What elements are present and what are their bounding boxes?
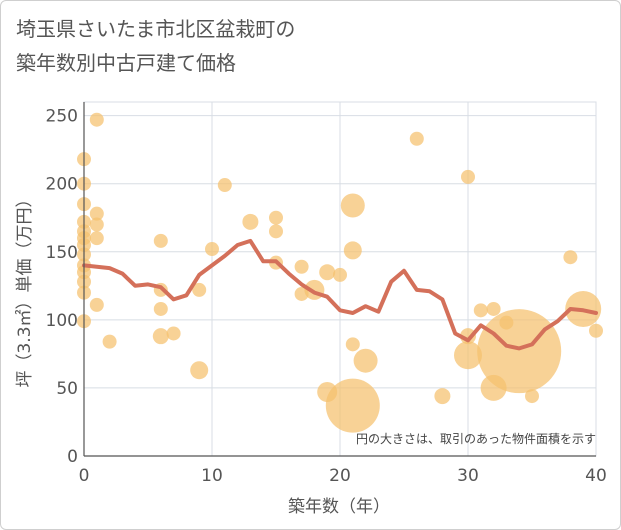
y-tick-label: 200 <box>46 175 78 195</box>
data-bubble <box>89 297 104 312</box>
data-bubble <box>434 388 451 405</box>
chart-title-line2: 築年数別中古戸建て価格 <box>16 51 236 75</box>
y-tick-label: 250 <box>46 107 78 127</box>
trend-line-group <box>82 238 598 351</box>
data-bubble <box>166 326 181 341</box>
chart-title: 埼玉県さいたま市北区盆栽町の 築年数別中古戸建て価格 <box>16 12 576 80</box>
data-bubble <box>89 112 104 127</box>
data-bubble <box>325 378 380 433</box>
y-tick-label: 150 <box>46 243 78 263</box>
data-bubble <box>319 264 336 281</box>
trend-line <box>82 238 598 351</box>
x-tick-label: 10 <box>201 466 223 486</box>
x-tick-label: 20 <box>329 466 351 486</box>
x-tick-label: 0 <box>79 466 90 486</box>
data-bubble <box>153 233 168 248</box>
chart-title-line1: 埼玉県さいたま市北区盆栽町の <box>16 17 296 41</box>
data-bubble <box>343 241 362 260</box>
data-bubble <box>153 301 168 316</box>
x-tick-label: 40 <box>585 466 607 486</box>
data-bubble <box>454 341 482 370</box>
data-bubble <box>89 217 104 232</box>
data-bubble <box>269 210 283 225</box>
bubble-size-note: 円の大きさは、取引のあった物件面積を示す <box>356 431 596 446</box>
data-bubble <box>152 328 169 345</box>
axes: 0 50 100 150 200 250 0 10 20 30 40 <box>46 102 607 486</box>
y-tick-label: 100 <box>46 311 78 331</box>
data-bubble <box>294 259 309 274</box>
data-bubble <box>473 303 488 318</box>
data-bubble <box>345 337 360 352</box>
y-axis-title: 坪（3.3㎡）単価（万円） <box>15 190 35 387</box>
data-bubble <box>333 267 347 282</box>
data-bubble <box>190 361 209 380</box>
data-bubble <box>340 193 365 218</box>
data-bubble <box>242 213 259 230</box>
data-bubble <box>563 250 578 265</box>
data-bubble <box>89 206 104 221</box>
data-bubble <box>525 389 539 404</box>
data-bubble <box>269 224 283 239</box>
data-bubble <box>477 309 562 394</box>
data-bubble <box>102 334 117 349</box>
data-bubble <box>589 323 603 338</box>
data-bubble <box>192 282 207 297</box>
data-bubble <box>461 169 475 184</box>
x-tick-label: 30 <box>457 466 479 486</box>
y-tick-label: 50 <box>56 379 78 399</box>
data-bubble <box>205 242 219 257</box>
data-bubble <box>217 178 232 193</box>
x-axis-title: 築年数（年） <box>288 497 390 517</box>
data-bubble <box>486 301 501 316</box>
data-bubble <box>353 348 378 373</box>
y-tick-label: 0 <box>67 447 78 467</box>
data-bubble <box>409 131 424 146</box>
data-bubble <box>89 231 104 246</box>
